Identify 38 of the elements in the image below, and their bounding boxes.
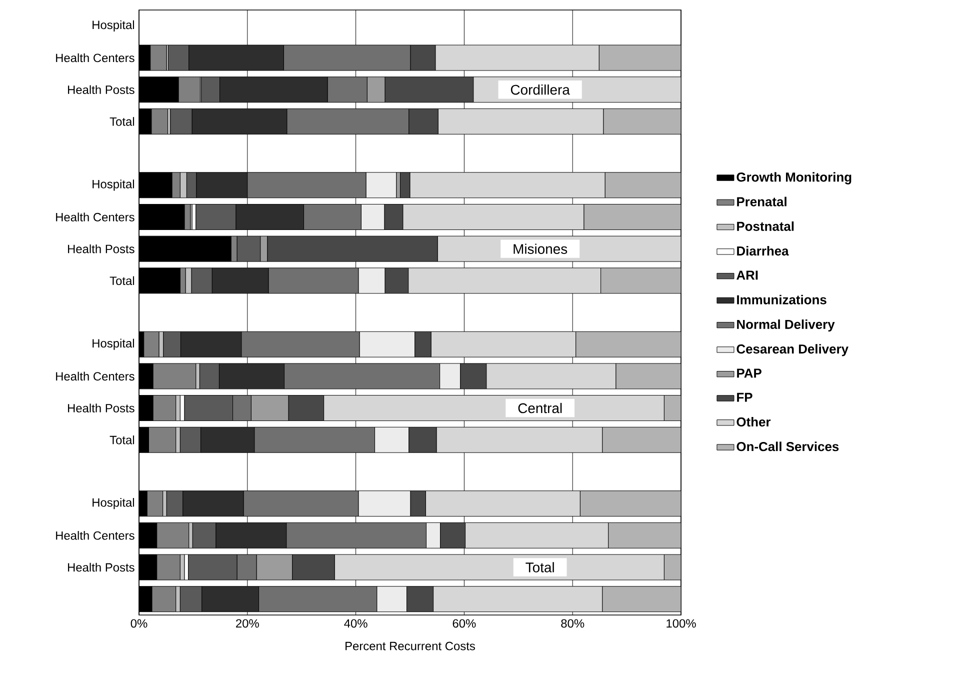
- legend-label: FP: [737, 392, 752, 402]
- y-tick-label: Hospital: [92, 180, 134, 191]
- x-tick-label: 20%: [236, 619, 259, 628]
- y-tick-label: Health Posts: [68, 562, 134, 572]
- y-tick-label: Health Centers: [56, 372, 134, 381]
- legend-label: On-Call Services: [736, 442, 839, 452]
- annotation: Central: [518, 402, 562, 414]
- legend-label: ARI: [736, 270, 758, 280]
- y-tick-label: Health Centers: [56, 531, 134, 540]
- legend-label: Growth Monitoring: [736, 172, 852, 184]
- legend-label: PAP: [737, 368, 762, 378]
- legend-label: Normal Delivery: [737, 319, 835, 332]
- legend-label: Cesarean Delivery: [736, 344, 848, 356]
- y-tick-label: Hospital: [92, 498, 134, 510]
- y-tick-label: Hospital: [92, 20, 134, 32]
- y-tick-label: Health Posts: [68, 244, 134, 254]
- annotation: Total: [526, 562, 554, 572]
- annotation: Misiones: [514, 244, 568, 254]
- legend-label: Postnatal: [737, 221, 794, 231]
- legend-label: Prenatal: [737, 196, 786, 206]
- y-tick-label: Health Centers: [56, 212, 134, 222]
- legend-label: Immunizations: [737, 294, 826, 304]
- y-tick-label: Health Posts: [68, 404, 134, 412]
- x-tick-label: 80%: [561, 619, 584, 628]
- legend-label: Other: [736, 417, 771, 427]
- annotation: Cordillera: [510, 84, 570, 95]
- x-tick-label: 40%: [344, 619, 368, 628]
- legend-label: Diarrhea: [737, 246, 789, 256]
- y-tick-label: Total: [110, 276, 134, 286]
- y-tick-label: Total: [110, 435, 134, 444]
- y-tick-label: Hospital: [92, 338, 134, 350]
- x-tick-label: 100%: [666, 619, 696, 628]
- y-tick-label: Health Posts: [68, 85, 134, 94]
- x-tick-label: 60%: [452, 619, 476, 628]
- y-tick-label: Total: [110, 117, 134, 126]
- y-tick-label: Health Centers: [56, 53, 134, 62]
- x-tick-label: 0%: [130, 619, 148, 628]
- x-axis-title: Percent Recurrent Costs: [346, 642, 475, 650]
